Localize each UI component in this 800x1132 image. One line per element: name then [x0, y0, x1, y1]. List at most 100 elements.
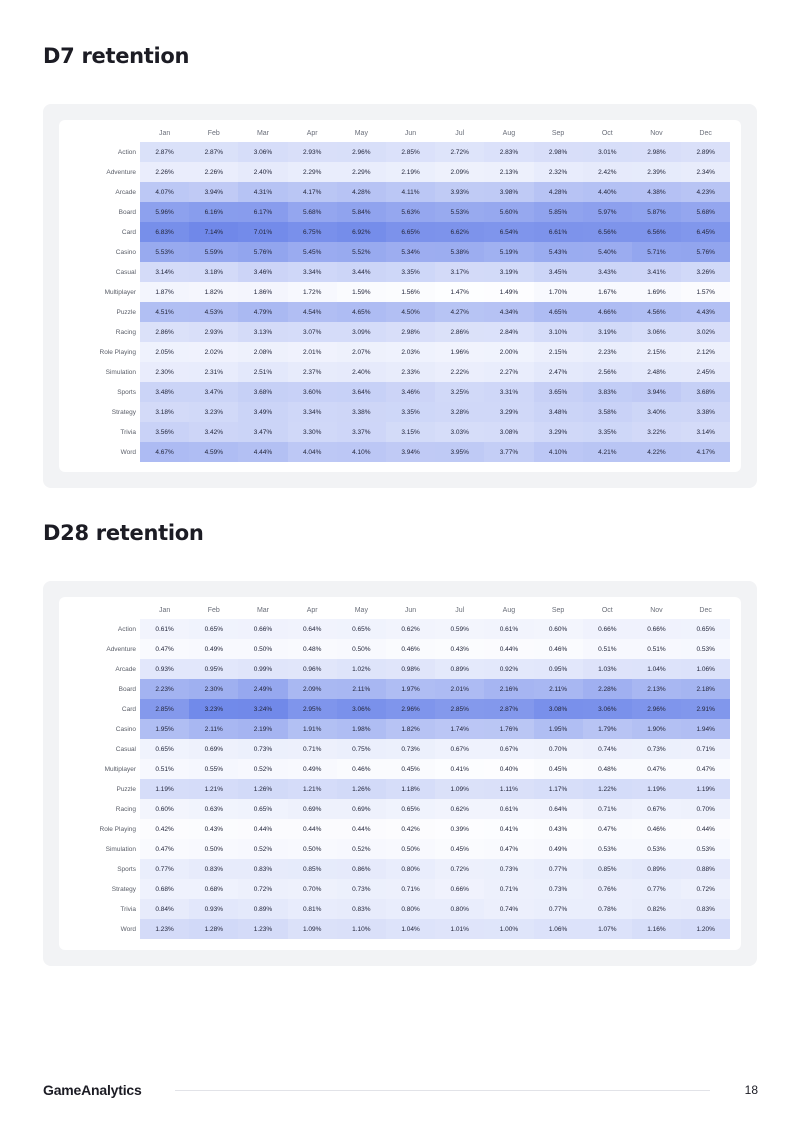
heatmap-cell: 5.45% — [287, 242, 337, 262]
heatmap-cell: 3.26% — [681, 262, 731, 282]
heatmap-cell: 0.89% — [238, 899, 288, 919]
heatmap-cell: 0.51% — [631, 639, 682, 659]
heatmap-cell: 1.23% — [140, 919, 190, 939]
heatmap-cell: 1.00% — [484, 919, 534, 939]
heatmap-cell: 0.66% — [631, 619, 682, 639]
heatmap-cell: 2.51% — [238, 362, 288, 382]
heatmap-row: Strategy 0.68% 0.68% 0.72% 0.70% 0.73% 0.71% 0.… — [65, 879, 731, 899]
heatmap-cell: 4.59% — [189, 442, 239, 462]
heatmap-cell: 4.10% — [336, 442, 386, 462]
heatmap-cell: 3.29% — [533, 422, 583, 442]
heatmap-cell: 0.69% — [189, 739, 239, 759]
heatmap-cell: 0.52% — [336, 839, 386, 859]
heatmap-cell: 0.96% — [287, 659, 337, 679]
month-header-nov: Nov — [650, 606, 663, 614]
month-header-jun: Jun — [404, 129, 417, 137]
heatmap-cell: 3.18% — [140, 402, 190, 422]
heatmap-cell: 1.74% — [435, 719, 485, 739]
heatmap-cell: 4.53% — [189, 302, 239, 322]
heatmap-cell: 2.96% — [631, 699, 682, 719]
heatmap-cell: 0.49% — [189, 639, 239, 659]
heatmap-cell: 2.45% — [681, 362, 731, 382]
heatmap-cell: 0.93% — [140, 659, 190, 679]
genre-label: Multiplayer — [104, 765, 136, 773]
heatmap-row: Board 2.23% 2.30% 2.49% 2.09% 2.11% 1.97% 2.01%… — [65, 679, 731, 699]
genre-label: Arcade — [115, 665, 136, 673]
heatmap-cell: 2.12% — [681, 342, 731, 362]
heatmap-cell: 3.56% — [140, 422, 190, 442]
heatmap-cell: 2.05% — [140, 342, 190, 362]
heatmap-cell: 2.91% — [681, 699, 731, 719]
corner-cell — [65, 124, 140, 142]
heatmap-cell: 3.64% — [336, 382, 386, 402]
heatmap-cell: 0.74% — [484, 899, 534, 919]
heatmap-cell: 2.98% — [533, 142, 583, 162]
heatmap-cell: 0.59% — [435, 619, 485, 639]
heatmap-cell: 3.35% — [582, 422, 632, 442]
heatmap-cell: 1.19% — [631, 779, 682, 799]
heatmap-cell: 2.08% — [238, 342, 288, 362]
heatmap-cell: 2.40% — [336, 362, 386, 382]
heatmap-row: Role Playing 2.05% 2.02% 2.08% 2.01% 2.07% 2.0… — [65, 342, 731, 362]
heatmap-cell: 0.65% — [336, 619, 386, 639]
heatmap-cell: 1.18% — [385, 779, 436, 799]
heatmap-cell: 0.44% — [681, 819, 731, 839]
genre-label: Word — [120, 925, 136, 933]
heatmap-row: Card 2.85% 3.23% 3.24% 2.95% 3.06% 2.96% 2.85% 2… — [65, 699, 731, 719]
heatmap-cell: 0.49% — [287, 759, 337, 779]
genre-label: Casino — [115, 248, 136, 256]
heatmap-cell: 0.50% — [336, 639, 386, 659]
heatmap-cell: 2.39% — [631, 162, 682, 182]
corner-cell — [65, 601, 140, 619]
heatmap-cell: 5.97% — [582, 202, 632, 222]
heatmap-cell: 2.31% — [189, 362, 239, 382]
heatmap-row: Strategy 3.18% 3.23% 3.49% 3.34% 3.38% 3.35% 3.… — [65, 402, 731, 422]
heatmap-cell: 2.02% — [189, 342, 239, 362]
heatmap-cell: 0.60% — [533, 619, 583, 639]
heatmap-cell: 4.04% — [287, 442, 337, 462]
heatmap-cell: 0.43% — [189, 819, 239, 839]
heatmap-cell: 0.70% — [533, 739, 583, 759]
heatmap-cell: 3.19% — [484, 262, 534, 282]
heatmap-row: Trivia 3.56% 3.42% 3.47% 3.30% 3.37% 3.15% 3.03… — [65, 422, 731, 442]
heatmap-cell: 3.14% — [681, 422, 731, 442]
heatmap-cell: 0.83% — [681, 899, 731, 919]
heatmap-cell: 2.86% — [140, 322, 190, 342]
d28-retention-title: D28 retention — [43, 521, 204, 545]
heatmap-cell: 0.61% — [484, 799, 534, 819]
genre-label: Adventure — [106, 168, 136, 176]
genre-label: Trivia — [120, 428, 136, 436]
heatmap-cell: 5.68% — [287, 202, 337, 222]
heatmap-cell: 2.29% — [287, 162, 337, 182]
heatmap-cell: 6.75% — [287, 222, 337, 242]
heatmap-cell: 3.08% — [533, 699, 583, 719]
heatmap-cell: 2.96% — [336, 142, 386, 162]
heatmap-cell: 1.11% — [484, 779, 534, 799]
genre-label: Role Playing — [99, 348, 137, 356]
heatmap-cell: 1.20% — [681, 919, 731, 939]
heatmap-cell: 1.02% — [336, 659, 386, 679]
heatmap-cell: 0.83% — [238, 859, 288, 879]
heatmap-cell: 3.14% — [140, 262, 190, 282]
heatmap-cell: 2.23% — [140, 679, 190, 699]
heatmap-cell: 0.66% — [238, 619, 288, 639]
heatmap-cell: 1.23% — [238, 919, 288, 939]
heatmap-cell: 2.11% — [336, 679, 386, 699]
heatmap-cell: 2.37% — [287, 362, 337, 382]
heatmap-cell: 0.41% — [435, 759, 485, 779]
heatmap-cell: 4.79% — [238, 302, 288, 322]
heatmap-row: Arcade 4.07% 3.94% 4.31% 4.17% 4.28% 4.11% 3.93… — [65, 182, 731, 202]
heatmap-cell: 0.47% — [582, 819, 632, 839]
heatmap-row: Word 1.23% 1.28% 1.23% 1.09% 1.10% 1.04% 1.01% 1… — [65, 919, 731, 939]
heatmap-cell: 2.30% — [189, 679, 239, 699]
genre-label: Racing — [115, 805, 136, 813]
heatmap-cell: 0.95% — [189, 659, 239, 679]
heatmap-cell: 3.18% — [189, 262, 239, 282]
heatmap-cell: 2.98% — [631, 142, 682, 162]
heatmap-cell: 5.84% — [336, 202, 386, 222]
heatmap-cell: 1.16% — [631, 919, 682, 939]
heatmap-cell: 3.49% — [238, 402, 288, 422]
heatmap-cell: 4.10% — [533, 442, 583, 462]
heatmap-cell: 0.49% — [533, 839, 583, 859]
heatmap-cell: 3.01% — [582, 142, 632, 162]
